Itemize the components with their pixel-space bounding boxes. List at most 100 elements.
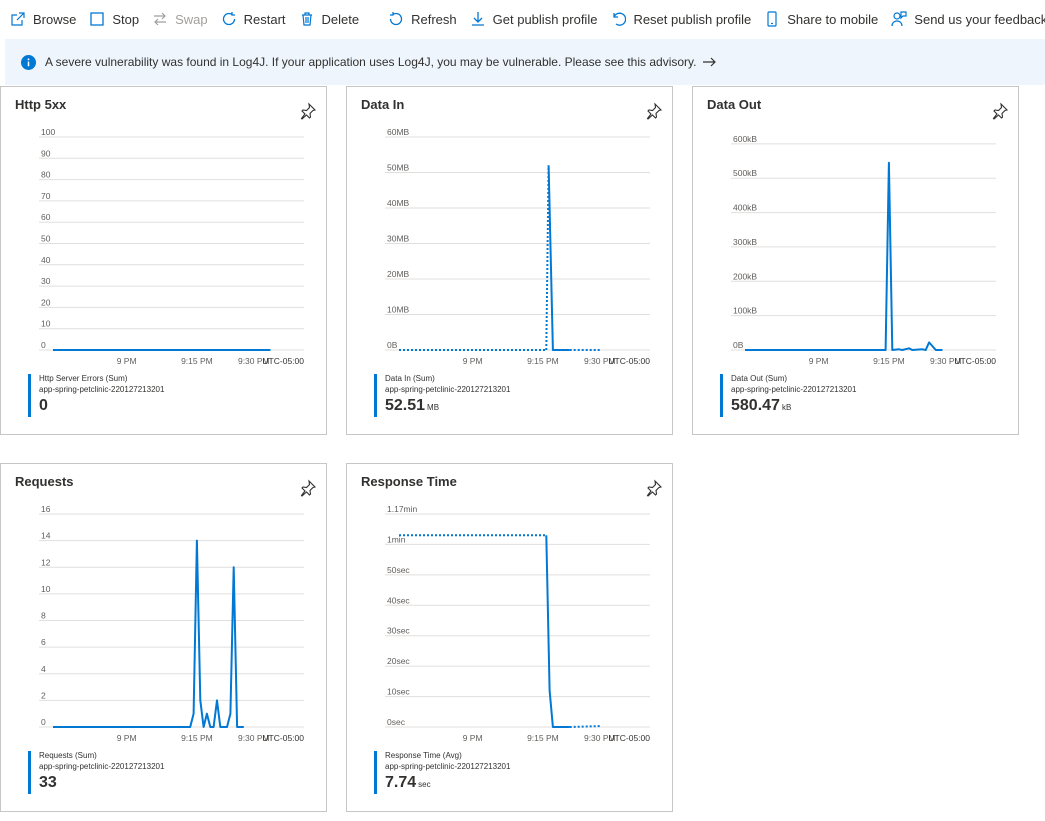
delete-label: Delete [321, 11, 360, 27]
legend-value: 7.74 sec [385, 772, 510, 796]
legend-value: 52.51 MB [385, 395, 510, 419]
metric-legend: Requests (Sum) app-spring-petclinic-2201… [28, 751, 164, 794]
y-tick-label: 1.17min [387, 504, 418, 514]
x-tick-label: 9:30 PM [584, 733, 616, 743]
pin-icon[interactable] [299, 102, 317, 120]
legend-value-unit: kB [781, 403, 792, 412]
send-feedback-button[interactable]: Send us your feedback [891, 5, 1045, 33]
stop-button[interactable]: Stop [89, 5, 145, 33]
legend-resource-name: app-spring-petclinic-220127213201 [385, 762, 511, 771]
get-publish-profile-button[interactable]: Get publish profile [470, 5, 604, 33]
log4j-advisory-banner: A severe vulnerability was found in Log4… [5, 39, 1045, 85]
share-to-mobile-button[interactable]: Share to mobile [764, 5, 884, 33]
x-tick-label: 9 PM [117, 356, 137, 366]
x-tick-label: 9 PM [463, 733, 483, 743]
browse-button[interactable]: Browse [10, 5, 82, 33]
series-line [53, 539, 244, 728]
tile-title: Requests [15, 474, 74, 489]
y-tick-label: 0 [41, 717, 46, 727]
y-tick-label: 0B [387, 340, 398, 350]
command-bar: Browse Stop Swap Restart Delete Refresh … [0, 0, 1045, 38]
restart-label: Restart [243, 11, 286, 27]
feedback-person-icon [891, 11, 907, 27]
tile-title: Http 5xx [15, 97, 67, 112]
delete-button[interactable]: Delete [299, 5, 366, 33]
legend-resource-name: app-spring-petclinic-220127213201 [39, 385, 165, 394]
legend-value-unit: sec [418, 780, 431, 789]
pin-icon[interactable] [991, 102, 1009, 120]
pin-icon[interactable] [645, 479, 663, 497]
series-line [545, 165, 550, 351]
reset-publish-profile-label: Reset publish profile [633, 11, 752, 27]
timezone-label: UTC-05:00 [954, 356, 996, 366]
restart-button[interactable]: Restart [221, 5, 292, 33]
y-tick-label: 10sec [387, 687, 410, 697]
info-icon [21, 54, 36, 70]
y-tick-label: 500kB [733, 168, 757, 178]
timezone-label: UTC-05:00 [608, 356, 650, 366]
x-tick-label: 9:30 PM [930, 356, 962, 366]
tile-title: Response Time [361, 474, 457, 489]
y-tick-label: 50sec [387, 565, 410, 575]
legend-metric-name: Http Server Errors (Sum) [39, 374, 128, 383]
metric-legend: Http Server Errors (Sum) app-spring-petc… [28, 374, 164, 417]
x-tick-label: 9:15 PM [873, 356, 905, 366]
series-line [745, 161, 943, 351]
chart-plot: 0B 10MB 20MB 30MB 40MB 50MB 60MB 9 PM 9:15 PM 9:3… [385, 127, 650, 366]
y-tick-label: 2 [41, 690, 46, 700]
x-tick-label: 9:15 PM [181, 356, 213, 366]
legend-metric-name: Data In (Sum) [385, 374, 435, 383]
metric-tile-response-time[interactable]: Response Time 0sec 10sec 20sec 30sec 40sec 50… [346, 463, 673, 812]
reset-publish-profile-button[interactable]: Reset publish profile [610, 5, 757, 33]
y-tick-label: 16 [41, 504, 51, 514]
tile-title: Data In [361, 97, 405, 112]
metric-tile-data-in[interactable]: Data In 0B 10MB 20MB 30MB 40MB 50MB 60MB 9 PM 9:… [346, 86, 673, 435]
legend-value-number: 33 [39, 774, 57, 791]
y-tick-label: 4 [41, 664, 46, 674]
y-tick-label: 70 [41, 191, 51, 201]
swap-label: Swap [175, 11, 208, 27]
x-tick-label: 9:30 PM [238, 733, 270, 743]
legend-value: 33 [39, 772, 164, 796]
y-tick-label: 50 [41, 234, 51, 244]
undo-icon [613, 12, 627, 26]
y-tick-label: 30 [41, 276, 51, 286]
legend-value-unit: MB [427, 403, 440, 412]
metric-tile-http-5xx[interactable]: Http 5xx 0 10 20 30 40 50 60 70 80 90 100 9 PM 9:15 … [0, 86, 327, 435]
arrow-right-icon[interactable] [703, 57, 717, 67]
series-line [569, 725, 600, 728]
chart-plot: 0B 100kB 200kB 300kB 400kB 500kB 600kB 9 PM 9:15… [731, 134, 996, 366]
y-tick-label: 12 [41, 557, 51, 567]
y-tick-label: 1min [387, 534, 406, 544]
swap-button[interactable]: Swap [152, 5, 214, 33]
pin-icon[interactable] [645, 102, 663, 120]
y-tick-label: 100kB [733, 306, 757, 316]
y-tick-label: 60MB [387, 127, 410, 137]
banner-message: A severe vulnerability was found in Log4… [45, 55, 697, 69]
legend-metric-name: Data Out (Sum) [731, 374, 788, 383]
refresh-button[interactable]: Refresh [388, 5, 463, 33]
timezone-label: UTC-05:00 [262, 356, 304, 366]
metric-tile-requests[interactable]: Requests 0 2 4 6 8 10 12 14 16 9 PM 9:15 PM 9:30 PM… [0, 463, 327, 812]
metric-legend: Data Out (Sum) app-spring-petclinic-2201… [720, 374, 856, 417]
series-line [547, 165, 570, 351]
y-tick-label: 80 [41, 170, 51, 180]
swap-icon [154, 12, 167, 26]
metric-tile-data-out[interactable]: Data Out 0B 100kB 200kB 300kB 400kB 500kB 600k… [692, 86, 1019, 435]
x-tick-label: 9:15 PM [181, 733, 213, 743]
y-tick-label: 400kB [733, 203, 757, 213]
legend-value-number: 580.47 [731, 397, 780, 414]
refresh-label: Refresh [411, 11, 457, 27]
restart-icon [222, 12, 235, 26]
metric-legend: Response Time (Avg) app-spring-petclinic… [374, 751, 510, 794]
legend-resource-name: app-spring-petclinic-220127213201 [731, 385, 857, 394]
y-tick-label: 0B [733, 340, 744, 350]
legend-resource-name: app-spring-petclinic-220127213201 [39, 762, 165, 771]
timezone-label: UTC-05:00 [262, 733, 304, 743]
y-tick-label: 8 [41, 611, 46, 621]
legend-value-number: 52.51 [385, 397, 426, 414]
y-tick-label: 6 [41, 637, 46, 647]
y-tick-label: 600kB [733, 134, 757, 144]
y-tick-label: 14 [41, 531, 51, 541]
pin-icon[interactable] [299, 479, 317, 497]
